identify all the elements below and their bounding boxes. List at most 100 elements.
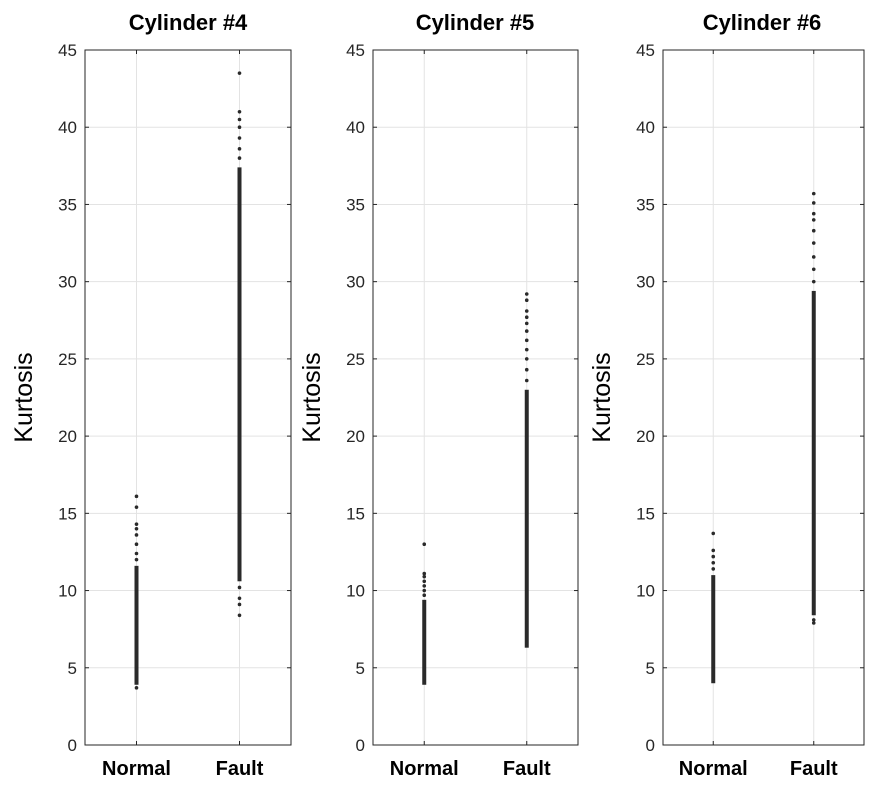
data-point [811, 211, 816, 216]
data-point [134, 686, 139, 690]
data-point [524, 329, 529, 333]
data-point [811, 267, 816, 272]
data-point [524, 347, 529, 352]
x-tick-label: Fault [216, 758, 264, 780]
data-point [711, 554, 716, 559]
y-tick-label: 5 [68, 659, 77, 678]
data-point [134, 533, 139, 537]
y-tick-label: 5 [356, 659, 365, 678]
chart-panel-2: 0 5 10 15 20 25 30 35 40 45 Normal Fault Cylinder #5… [298, 10, 579, 780]
chart-title: Cylinder #4 [129, 10, 248, 35]
data-point [422, 588, 427, 593]
data-point [422, 579, 427, 584]
data-point [711, 531, 716, 536]
y-tick-label: 25 [346, 350, 365, 369]
data-point [134, 505, 139, 509]
series-fault [524, 292, 529, 648]
y-tick-label: 45 [346, 41, 365, 60]
series-normal [711, 531, 716, 684]
data-point [237, 613, 242, 618]
y-tick-label: 10 [58, 582, 77, 601]
y-tick-label: 30 [346, 273, 365, 292]
x-tick-label: Normal [679, 758, 748, 780]
data-point [711, 560, 716, 565]
data-point [237, 136, 242, 140]
data-point [422, 574, 427, 579]
chart-panel-3: 0 5 10 15 20 25 30 35 40 45 Normal Fault Cylinder #6… [588, 10, 865, 780]
y-tick-label: 45 [58, 41, 77, 60]
y-tick-label: 30 [58, 273, 77, 292]
dense-point-band [134, 565, 139, 685]
y-tick-label: 40 [346, 118, 365, 137]
data-point [711, 567, 716, 571]
series-normal [134, 494, 139, 690]
y-axis-label: Kurtosis [10, 352, 38, 442]
data-point [711, 548, 716, 553]
data-point [134, 526, 139, 531]
data-point [811, 218, 816, 222]
data-point [524, 315, 529, 319]
dense-point-band [422, 599, 427, 685]
dense-point-band [811, 290, 816, 616]
y-tick-label: 20 [346, 427, 365, 446]
data-point [422, 584, 427, 588]
data-point [134, 542, 139, 547]
x-tick-label: Fault [503, 758, 551, 780]
data-point [811, 279, 816, 284]
x-tick-label: Normal [102, 758, 171, 780]
data-point [237, 156, 242, 160]
series-fault [237, 71, 242, 618]
data-point [134, 494, 139, 499]
data-point [237, 585, 242, 590]
y-tick-label: 35 [346, 195, 365, 214]
data-point [524, 338, 529, 343]
series-fault [811, 191, 816, 625]
x-tick-label: Normal [390, 758, 459, 780]
y-axis-label: Kurtosis [298, 352, 326, 442]
dense-point-band [237, 167, 242, 582]
data-point [134, 551, 139, 556]
y-tick-label: 5 [646, 659, 655, 678]
data-point [237, 71, 242, 75]
data-point [237, 147, 242, 151]
data-point [524, 321, 529, 326]
y-tick-label: 40 [636, 118, 655, 137]
data-point [237, 596, 242, 601]
y-tick-label: 20 [636, 427, 655, 446]
y-tick-label: 10 [636, 582, 655, 601]
y-tick-label: 30 [636, 273, 655, 292]
y-tick-label: 45 [636, 41, 655, 60]
chart-panel-1: 0 5 10 15 20 25 30 35 40 45 Normal Fault Cylinder #4… [10, 10, 292, 780]
y-tick-label: 0 [68, 736, 77, 755]
data-point [422, 542, 427, 547]
chart-title: Cylinder #5 [416, 10, 535, 35]
y-tick-label: 25 [58, 350, 77, 369]
data-point [811, 621, 816, 625]
data-point [134, 557, 139, 562]
axes-box [372, 49, 579, 746]
y-tick-label: 20 [58, 427, 77, 446]
y-tick-label: 15 [636, 504, 655, 523]
y-tick-label: 35 [636, 195, 655, 214]
y-tick-label: 15 [58, 504, 77, 523]
y-tick-label: 10 [346, 582, 365, 601]
series-normal [422, 542, 427, 685]
data-point [524, 378, 529, 383]
y-tick-label: 0 [646, 736, 655, 755]
data-point [422, 593, 427, 597]
data-point [237, 602, 242, 607]
axes-box [662, 49, 865, 746]
data-point [524, 292, 529, 296]
data-point [811, 201, 816, 205]
data-point [811, 191, 816, 196]
chart-title: Cylinder #6 [703, 10, 822, 35]
data-point [811, 228, 816, 233]
y-tick-label: 25 [636, 350, 655, 369]
axes-box [84, 49, 292, 746]
y-tick-label: 15 [346, 504, 365, 523]
data-point [811, 241, 816, 245]
data-point [811, 618, 816, 622]
x-tick-label: Fault [790, 758, 838, 780]
data-point [134, 522, 139, 526]
